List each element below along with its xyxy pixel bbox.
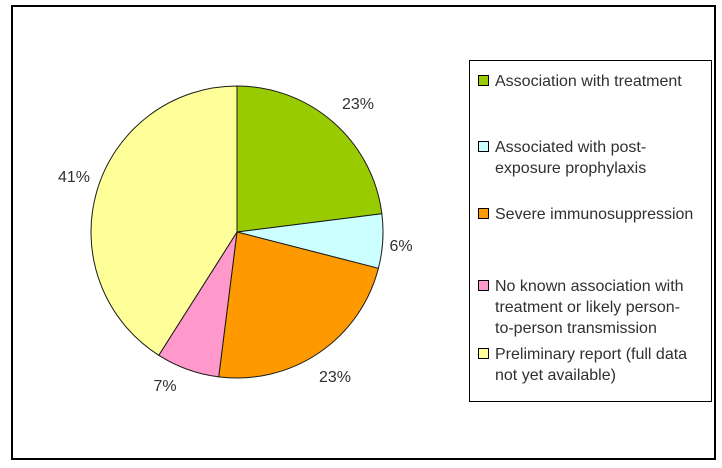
legend-swatch-association-with-treatment	[478, 75, 489, 86]
slice-percent-label-no-known-association: 7%	[153, 378, 177, 395]
legend-item-preliminary-report: Preliminary report (full data not yet ava…	[478, 344, 707, 386]
pie-slice-association-with-treatment	[236, 85, 383, 233]
slice-percent-label-association-with-treatment: 23%	[341, 96, 375, 113]
legend-label-association-with-treatment: Association with treatment	[495, 73, 682, 90]
legend-swatch-preliminary-report	[478, 348, 489, 359]
legend-label-preliminary-report: Preliminary report (full data not yet ava…	[495, 346, 688, 384]
legend-label-no-known-association: No known association with treatment or li…	[495, 278, 684, 337]
legend-item-post-exposure-prophylaxis: Associated with post-exposure prophylaxi…	[478, 137, 707, 179]
slice-percent-label-post-exposure-prophylaxis: 6%	[389, 238, 413, 255]
legend-swatch-no-known-association	[478, 280, 489, 291]
slice-percent-label-severe-immunosuppression: 23%	[318, 369, 352, 386]
legend: Association with treatment Associated wit…	[469, 60, 712, 402]
legend-label-post-exposure-prophylaxis: Associated with post-exposure prophylaxi…	[495, 139, 647, 177]
pie-slice-severe-immunosuppression	[218, 231, 379, 379]
pie-slice-preliminary-report	[90, 85, 238, 356]
slice-percent-label-preliminary-report: 41%	[57, 169, 91, 186]
legend-swatch-severe-immunosuppression	[478, 208, 489, 219]
legend-swatch-post-exposure-prophylaxis	[478, 141, 489, 152]
legend-item-no-known-association: No known association with treatment or li…	[478, 276, 707, 339]
legend-item-association-with-treatment: Association with treatment	[478, 71, 707, 92]
legend-item-severe-immunosuppression: Severe immunosuppression	[478, 204, 707, 225]
legend-label-severe-immunosuppression: Severe immunosuppression	[495, 206, 694, 223]
